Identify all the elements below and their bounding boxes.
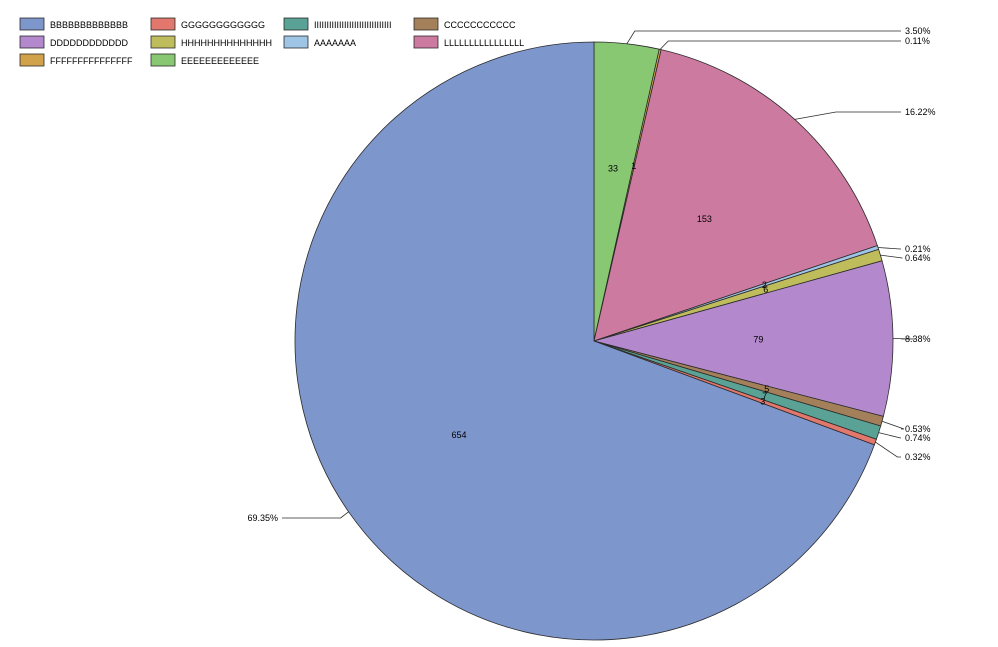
legend-label: DDDDDDDDDDDD (50, 38, 128, 48)
percent-label-ccccccccccc: 0.53% (905, 424, 931, 434)
legend-item-gggggggggggg: GGGGGGGGGGGG (150, 17, 265, 31)
legend-label: BBBBBBBBBBBBB (50, 20, 128, 30)
percent-label-aaaaaaa: 0.21% (905, 244, 931, 254)
pie-slice-dddddddddddd (592, 260, 894, 417)
legend-label: AAAAAAA (314, 38, 356, 48)
leader-line-gggggggggggg (875, 441, 901, 458)
legend-swatch (283, 35, 309, 49)
value-label-gggggggggggg: 3 (760, 397, 765, 407)
leader-line-fffffffffffffff (659, 40, 901, 50)
legend-label: CCCCCCCCCCC (444, 20, 516, 30)
leader-line-dddddddddddd (892, 338, 916, 340)
legend-label: IIIIIIIIIIIIIIIIIIIIIIIIIIIIIII (314, 20, 392, 30)
legend-swatch (150, 35, 176, 49)
legend-item-llllllllllllllll: LLLLLLLLLLLLLLLL (413, 35, 524, 49)
legend-swatch (150, 53, 176, 67)
value-label-ccccccccccc: 5 (764, 384, 769, 394)
pie-slices (294, 41, 894, 641)
legend-swatch (19, 17, 45, 31)
legend-item-bbbbbbbbbbbbb: BBBBBBBBBBBBB (19, 17, 128, 31)
legend-item-iiiiiiiiiiiiiiiiiiii: IIIIIIIIIIIIIIIIIIIIIIIIIIIIIII (283, 17, 392, 31)
legend-label: FFFFFFFFFFFFFFF (50, 56, 133, 66)
percent-label-hhhhhhhhhhhhhh: 0.64% (905, 253, 931, 263)
pie-slice-bbbbbbbbbbbbb (294, 41, 875, 641)
value-label-iiiiiiiiiiiiiiiiiiii: 7 (762, 391, 767, 401)
legend-item-dddddddddddd: DDDDDDDDDDDD (19, 35, 128, 49)
leader-line-bbbbbbbbbbbbb (282, 511, 349, 519)
leader-line-ccccccccccc (881, 420, 905, 430)
legend-label: GGGGGGGGGGGG (181, 20, 265, 30)
legend-swatch (283, 17, 309, 31)
leader-line-llllllllllllllll (794, 111, 901, 120)
legend-swatch (19, 53, 45, 67)
leader-line-iiiiiiiiiiiiiiiiiiii (878, 432, 901, 439)
percent-labels: 3.50%0.11% 16.22% 0.21%0.64% 8.38% 0.53%0.74… (247, 26, 935, 523)
leader-line-hhhhhhhhhhhhhh (880, 254, 903, 259)
percent-label-iiiiiiiiiiiiiiiiiiii: 0.74% (905, 433, 931, 443)
percent-label-gggggggggggg: 0.32% (905, 452, 931, 462)
legend-item-ccccccccccc: CCCCCCCCCCC (413, 17, 516, 31)
legend-swatch (413, 35, 439, 49)
legend-swatch (150, 17, 176, 31)
value-labels: 33 1 153 26 79 573 654 (451, 161, 769, 440)
legend-item-aaaaaaa: AAAAAAA (283, 35, 356, 49)
value-label-fffffffffffffff: 1 (631, 161, 636, 171)
value-label-llllllllllllllll: 153 (697, 214, 712, 224)
percent-label-bbbbbbbbbbbbb: 69.35% (247, 513, 278, 523)
percent-label-fffffffffffffff: 0.11% (905, 36, 930, 46)
percent-label-llllllllllllllll: 16.22% (905, 107, 936, 117)
leader-line-eeeeeeeeeeeee (626, 30, 901, 45)
value-label-bbbbbbbbbbbbb: 654 (451, 430, 466, 440)
legend-swatch (413, 17, 439, 31)
value-label-hhhhhhhhhhhhhh: 6 (763, 284, 768, 294)
percent-label-eeeeeeeeeeeee: 3.50% (905, 26, 931, 36)
legend-swatch (19, 35, 45, 49)
legend: BBBBBBBBBBBBB GGGGGGGGGGGG IIIIIIIIIIIIIII… (19, 17, 524, 67)
legend-item-hhhhhhhhhhhhhh: HHHHHHHHHHHHHH (150, 35, 272, 49)
value-label-eeeeeeeeeeeee: 33 (608, 164, 618, 174)
legend-item-eeeeeeeeeeeee: EEEEEEEEEEEEE (150, 53, 259, 67)
value-label-aaaaaaa: 2 (762, 280, 767, 290)
legend-label: LLLLLLLLLLLLLLLL (444, 38, 524, 48)
leader-line-aaaaaaa (877, 247, 901, 250)
pie-slice-llllllllllllllll (593, 49, 878, 342)
percent-label-dddddddddddd: 8.38% (905, 334, 931, 344)
legend-item-fffffffffffffff: FFFFFFFFFFFFFFF (19, 53, 133, 67)
legend-label: EEEEEEEEEEEEE (181, 56, 259, 66)
value-label-dddddddddddd: 79 (753, 335, 763, 345)
legend-label: HHHHHHHHHHHHHH (181, 38, 272, 48)
